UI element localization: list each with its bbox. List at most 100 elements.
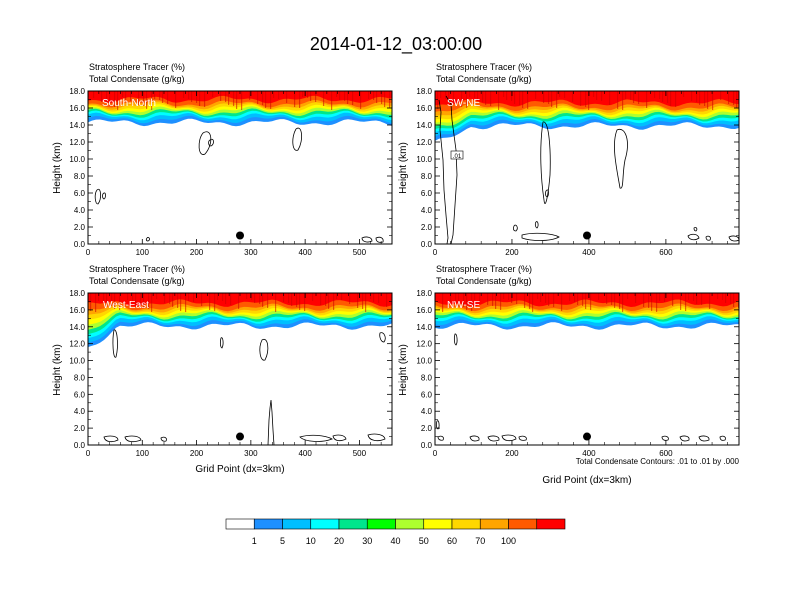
tracer-streak	[561, 293, 563, 311]
condensate-contour	[379, 332, 386, 343]
tracer-streak	[233, 91, 235, 106]
condensate-contour	[487, 435, 500, 442]
tracer-streak	[532, 293, 534, 312]
y-tick-label: 8.0	[421, 373, 433, 382]
condensate-contour	[124, 435, 142, 443]
tracer-streak	[162, 91, 164, 103]
tracer-streak	[442, 293, 444, 312]
tracer-streak	[572, 91, 574, 102]
tracer-streak	[471, 293, 473, 311]
x-tick-label: 0	[433, 449, 438, 458]
condensate-contour	[160, 436, 167, 442]
tracer-streak	[648, 293, 650, 308]
tracer-streak	[365, 293, 367, 312]
condensate-contour	[614, 128, 628, 189]
tracer-streak	[675, 91, 677, 107]
tracer-streak	[466, 91, 468, 108]
tracer-streak	[148, 293, 150, 309]
x-tick-label: 100	[136, 248, 150, 257]
tracer-streak	[448, 91, 450, 102]
tracer-streak	[101, 91, 103, 102]
y-tick-label: 0.0	[74, 441, 86, 450]
y-tick-label: 4.0	[421, 407, 433, 416]
condensate-contour	[292, 127, 302, 151]
x-axis-title: Grid Point (dx=3km)	[195, 464, 284, 475]
tracer-streak	[185, 293, 187, 312]
condensate-contour	[267, 399, 275, 445]
condensate-contour	[332, 434, 347, 442]
condensate-contour	[513, 224, 518, 232]
tracer-streak	[331, 91, 333, 110]
tracer-streak	[614, 293, 616, 308]
tracer-streak	[574, 293, 576, 302]
tracer-streak	[627, 293, 629, 299]
tracer-streak	[537, 293, 539, 299]
x-tick-label: 200	[505, 248, 519, 257]
tracer-streak	[440, 91, 442, 98]
tracer-streak	[357, 293, 359, 308]
tracer-streak	[230, 293, 232, 305]
colorbar-swatch	[479, 518, 509, 530]
colorbar-swatch	[338, 518, 368, 530]
tracer-streak	[450, 293, 452, 302]
colorbar-swatch	[282, 518, 312, 530]
colorbar-swatch	[423, 518, 453, 530]
tracer-streak	[151, 293, 153, 312]
y-tick-label: 6.0	[421, 390, 433, 399]
tracer-streak	[151, 91, 153, 110]
tracer-streak	[582, 293, 584, 306]
tracer-streak	[635, 293, 637, 303]
y-tick-label: 16.0	[416, 306, 432, 315]
tracer-streak	[508, 293, 510, 300]
x-tick-label: 500	[353, 449, 367, 458]
colorbar-label: 10	[306, 536, 316, 546]
tracer-streak	[728, 91, 730, 104]
tracer-streak	[109, 91, 111, 106]
tracer-streak	[220, 91, 222, 101]
tracer-streak	[259, 293, 261, 304]
tracer-streak	[529, 293, 531, 309]
y-tick-label: 12.0	[69, 340, 85, 349]
tracer-streak	[304, 293, 306, 311]
tracer-streak	[270, 91, 272, 109]
tracer-streak	[275, 293, 277, 312]
tracer-streak	[98, 293, 100, 301]
tracer-streak	[143, 293, 145, 308]
tracer-streak	[588, 91, 590, 110]
panel-header-line1: Stratosphere Tracer (%)	[436, 62, 532, 72]
tracer-streak	[585, 293, 587, 309]
tracer-streak	[585, 91, 587, 107]
y-axis: 0.0 2.0 4.0 6.0 8.0 10.0 12.0 14.0 16.0 18.0	[416, 289, 739, 450]
tracer-streak	[154, 91, 156, 99]
condensate-contour	[687, 233, 700, 241]
y-tick-label: 4.0	[74, 206, 86, 215]
y-tick-label: 10.0	[416, 155, 432, 164]
tracer-streak	[183, 91, 185, 98]
x-tick-label: 400	[582, 248, 596, 257]
x-axis: 0 100 200 300 400 500	[86, 91, 382, 257]
panel-nw-se: Stratosphere Tracer (%) Total Condensate…	[398, 264, 740, 486]
y-tick-label: 18.0	[416, 289, 432, 298]
y-tick-label: 8.0	[74, 172, 86, 181]
tracer-streak	[325, 293, 327, 306]
x-tick-label: 600	[659, 449, 673, 458]
condensate-contours: .01	[438, 95, 739, 244]
y-tick-label: 14.0	[416, 323, 432, 332]
colorbar-label: 5	[280, 536, 285, 546]
y-tick-label: 0.0	[421, 441, 433, 450]
tracer-streak	[352, 91, 354, 105]
tracer-streak	[633, 91, 635, 103]
y-tick-label: 6.0	[421, 189, 433, 198]
y-tick-label: 18.0	[69, 87, 85, 96]
tracer-streak	[180, 293, 182, 311]
tracer-streak	[278, 91, 280, 99]
tracer-streak	[659, 293, 661, 301]
y-tick-label: 16.0	[416, 104, 432, 113]
tracer-streak	[125, 91, 127, 100]
tracer-streak	[344, 91, 346, 101]
tracer-streak	[135, 293, 137, 304]
condensate-contour	[545, 189, 549, 198]
x-tick-label: 400	[298, 248, 312, 257]
tracer-streak	[701, 293, 703, 305]
panel-header-line1: Stratosphere Tracer (%)	[89, 264, 185, 274]
